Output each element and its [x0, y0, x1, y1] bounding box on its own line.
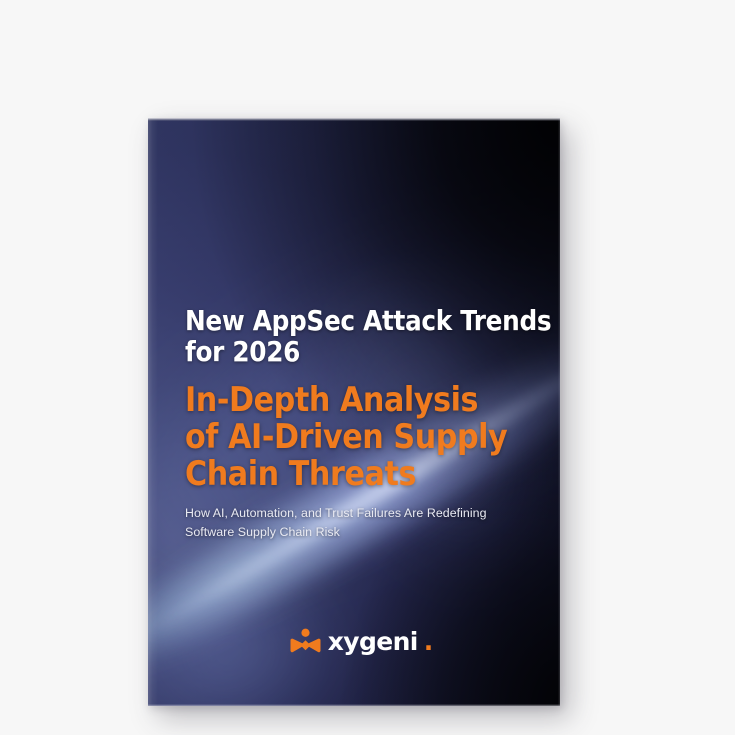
cover-right-edge	[558, 118, 560, 706]
xygeni-bowtie-icon	[290, 628, 321, 653]
ebook-cover[interactable]: New AppSec Attack Trends for 2026 In-Dep…	[148, 118, 560, 706]
xygeni-wordmark: xygeni	[327, 626, 419, 656]
description-line-1: How AI, Automation, and Trust Failures A…	[185, 506, 487, 520]
headline-line-2: for 2026	[185, 335, 301, 368]
cover-bottom-edge	[148, 704, 560, 706]
cover-text-block: New AppSec Attack Trends for 2026 In-Dep…	[185, 118, 552, 706]
headline-line-1: New AppSec Attack Trends	[185, 305, 552, 337]
xygeni-logo: xygeni .	[185, 628, 538, 654]
subhead-line-3: Chain Threats	[185, 453, 417, 493]
cover-headline: New AppSec Attack Trends for 2026	[185, 305, 552, 368]
description-line-2: Software Supply Chain Risk	[185, 524, 340, 539]
xygeni-logo-dot: .	[423, 626, 434, 656]
subhead-line-1: In-Depth Analysis	[185, 380, 479, 419]
cover-subhead: In-Depth Analysis of AI-Driven Supply Ch…	[185, 380, 538, 493]
bottom-right-vignette	[148, 118, 560, 706]
cover-spine-highlight	[148, 118, 158, 706]
cover-description: How AI, Automation, and Trust Failures A…	[185, 504, 530, 542]
subhead-line-2: of AI-Driven Supply	[185, 416, 508, 456]
cover-top-edge	[148, 118, 560, 121]
